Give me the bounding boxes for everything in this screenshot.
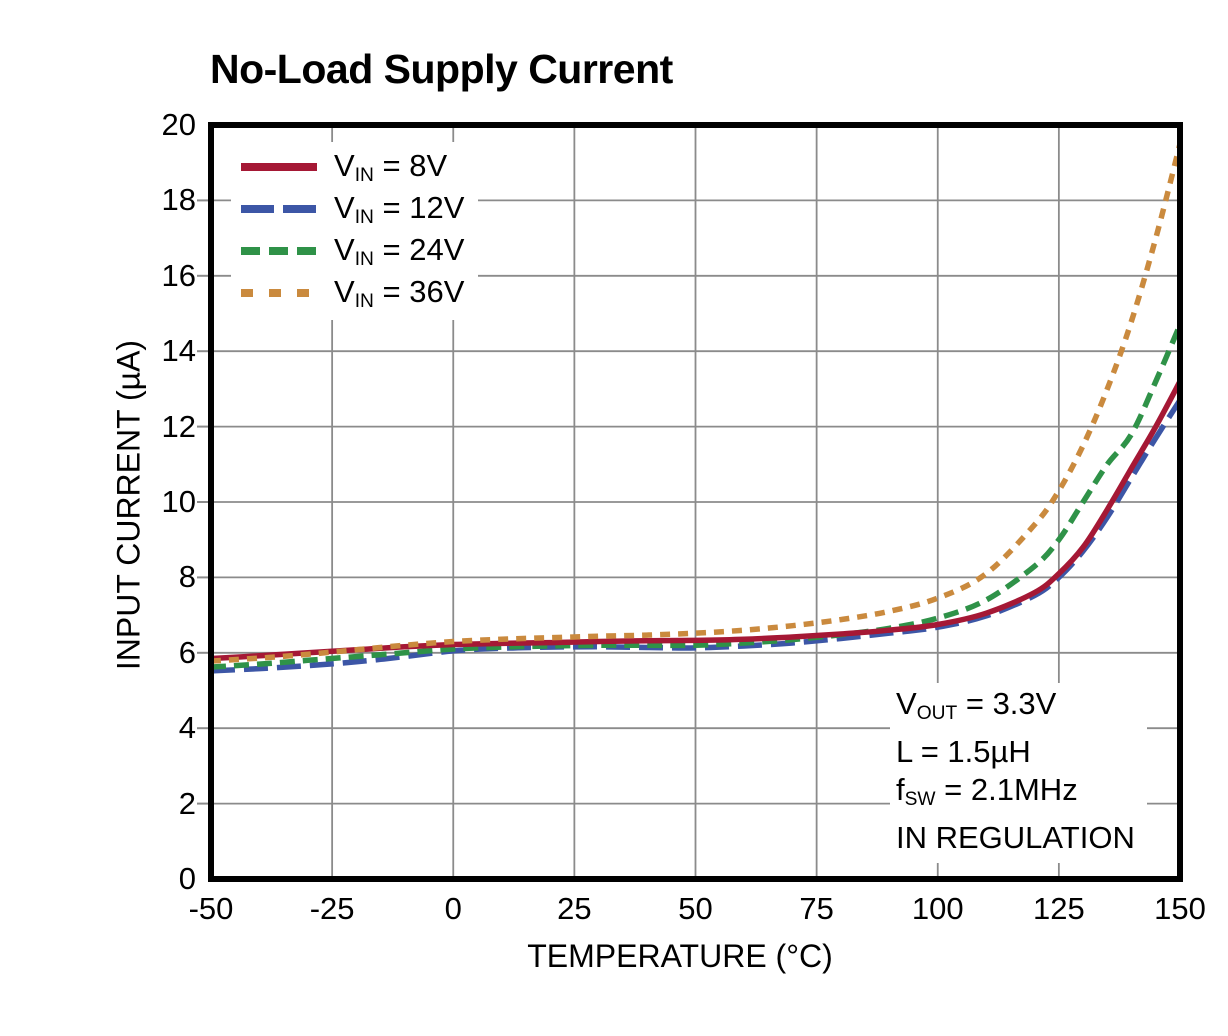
x-tick-label--50: -50 [188,891,234,926]
legend-label: VIN = 12V [334,189,465,228]
legend-label: VIN = 24V [334,231,465,270]
y-tick-label-10: 10 [161,484,196,519]
x-tick-label-50: 50 [678,891,713,926]
y-tick-label-12: 12 [161,408,196,444]
y-tick-label-20: 20 [161,107,196,142]
legend-swatch-short-dash [241,289,317,297]
x-tick-label--25: -25 [309,891,355,926]
x-tick-label-150: 150 [1154,891,1206,926]
y-tick-label-0: 0 [178,861,196,896]
y-tick-label-14: 14 [161,333,196,369]
chart-title: No-Load Supply Current [210,46,673,92]
series-line-vin=24v [214,324,1177,670]
legend-swatch-solid [241,163,317,171]
legend-item-vin=36v: VIN = 36V [241,272,464,314]
legend-item-vin=12v: VIN = 12V [241,188,464,230]
annotation-line-3: fSW = 2.1MHz [896,771,1078,810]
legend-label: VIN = 36V [334,273,465,312]
x-tick-label-75: 75 [799,891,834,926]
y-tick-label-4: 4 [178,710,196,746]
annotation-line-2: L = 1.5µH [896,733,1031,769]
y-tick-label-18: 18 [161,182,196,218]
plot-frame [208,122,1183,882]
y-tick-label-16: 16 [161,257,196,293]
legend-item-vin=24v: VIN = 24V [241,230,464,272]
y-tick-label-8: 8 [178,559,196,595]
series-line-vin=36v [214,144,1177,664]
legend-item-vin=8v: VIN = 8V [241,146,464,188]
legend-label: VIN = 8V [334,147,448,186]
conditions-annotation: VOUT = 3.3V L = 1.5µH fSW = 2.1MHz IN REGUL… [890,683,1147,863]
legend: VIN = 8V VIN = 12V VIN = 24V VIN = 36V [231,142,479,320]
y-tick-label-2: 2 [178,785,196,821]
x-tick-label-125: 125 [1033,891,1085,926]
y-tick-label-6: 6 [178,634,196,670]
legend-swatch-long-dash [241,205,317,213]
annotation-line-4: IN REGULATION [896,819,1135,855]
x-tick-label-0: 0 [444,891,462,926]
annotation-line-1: VOUT = 3.3V [896,686,1057,724]
y-axis-title: INPUT CURRENT (µA) [110,339,147,671]
x-axis-title: TEMPERATURE (°C) [527,938,833,974]
series-line-vin=8v [214,381,1177,662]
x-tick-label-25: 25 [557,891,592,926]
legend-swatch-medium-dash [241,247,317,255]
x-tick-label-100: 100 [911,891,964,926]
